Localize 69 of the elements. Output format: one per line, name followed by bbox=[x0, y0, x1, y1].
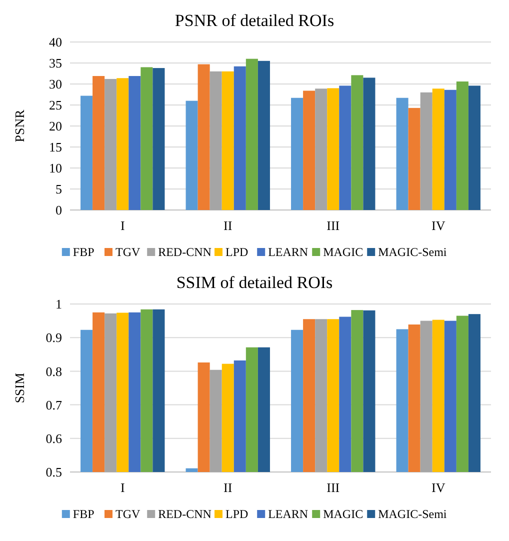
bar bbox=[186, 100, 198, 210]
x-tick-label: II bbox=[224, 480, 232, 495]
bar bbox=[222, 71, 234, 210]
bar bbox=[444, 90, 456, 210]
bar bbox=[128, 76, 141, 210]
y-tick-label: 20 bbox=[49, 118, 62, 134]
bar bbox=[339, 86, 352, 210]
legend-label: MAGIC bbox=[323, 245, 364, 259]
y-tick-label: 0.8 bbox=[46, 364, 62, 379]
legend-label: RED-CNN bbox=[158, 507, 212, 521]
bar bbox=[456, 81, 468, 210]
bar bbox=[92, 76, 105, 210]
bar bbox=[104, 78, 117, 210]
bar bbox=[408, 108, 420, 210]
y-tick-label: 30 bbox=[49, 76, 62, 92]
bar bbox=[258, 60, 270, 210]
bar bbox=[327, 88, 340, 210]
legend-label: MAGIC-Semi bbox=[378, 507, 448, 521]
bar bbox=[396, 98, 408, 210]
bar bbox=[116, 78, 129, 210]
legend-label: TGV bbox=[116, 245, 140, 259]
y-tick-label: 0.7 bbox=[46, 397, 62, 412]
x-tick-label: II bbox=[224, 218, 232, 233]
bar bbox=[210, 71, 222, 210]
legend-label: TGV bbox=[116, 507, 140, 521]
bar bbox=[315, 88, 328, 210]
bar bbox=[152, 68, 165, 210]
legend-label: LPD bbox=[226, 507, 249, 521]
bar bbox=[432, 88, 444, 210]
bar bbox=[291, 98, 304, 210]
y-axis-title: PSNR bbox=[12, 109, 27, 142]
y-axis-title: SSIM bbox=[12, 372, 27, 404]
bar bbox=[420, 92, 432, 210]
bar bbox=[234, 66, 246, 210]
bar bbox=[351, 75, 364, 210]
y-tick-label: 1 bbox=[56, 296, 62, 312]
y-tick-label: 0.6 bbox=[46, 430, 62, 446]
chart-title: SSIM of detailed ROIs bbox=[176, 273, 333, 292]
bar bbox=[246, 58, 258, 210]
y-tick-label: 10 bbox=[49, 160, 62, 176]
y-tick-label: 5 bbox=[56, 182, 62, 197]
legend-label: RED-CNN bbox=[158, 245, 212, 259]
x-tick-label: IV bbox=[432, 480, 446, 495]
y-tick-label: 0 bbox=[56, 202, 62, 218]
bar bbox=[80, 96, 93, 210]
bar bbox=[303, 90, 316, 210]
x-tick-label: I bbox=[120, 480, 125, 495]
x-tick-label: III bbox=[326, 480, 340, 495]
y-tick-label: 0.5 bbox=[46, 464, 62, 480]
y-tick-label: 40 bbox=[49, 34, 62, 50]
legend-label: FBP bbox=[72, 507, 95, 521]
legend-label: MAGIC bbox=[323, 507, 364, 521]
legend-label: LPD bbox=[226, 245, 249, 259]
chart-title: PSNR of detailed ROIs bbox=[174, 11, 334, 30]
y-tick-label: 0.9 bbox=[46, 330, 62, 346]
legend-label: FBP bbox=[72, 245, 95, 259]
bar bbox=[198, 64, 210, 210]
y-tick-label: 25 bbox=[49, 98, 62, 113]
x-tick-label: I bbox=[120, 218, 125, 233]
bar bbox=[140, 67, 153, 210]
legend-label: MAGIC-Semi bbox=[378, 245, 448, 259]
bar bbox=[363, 78, 376, 210]
y-tick-label: 35 bbox=[49, 56, 62, 71]
bar bbox=[468, 86, 480, 210]
x-tick-label: IV bbox=[432, 218, 446, 233]
y-tick-label: 15 bbox=[49, 140, 62, 155]
x-tick-label: III bbox=[326, 218, 340, 233]
legend-label: LEARN bbox=[268, 507, 308, 521]
legend-label: LEARN bbox=[268, 245, 308, 259]
